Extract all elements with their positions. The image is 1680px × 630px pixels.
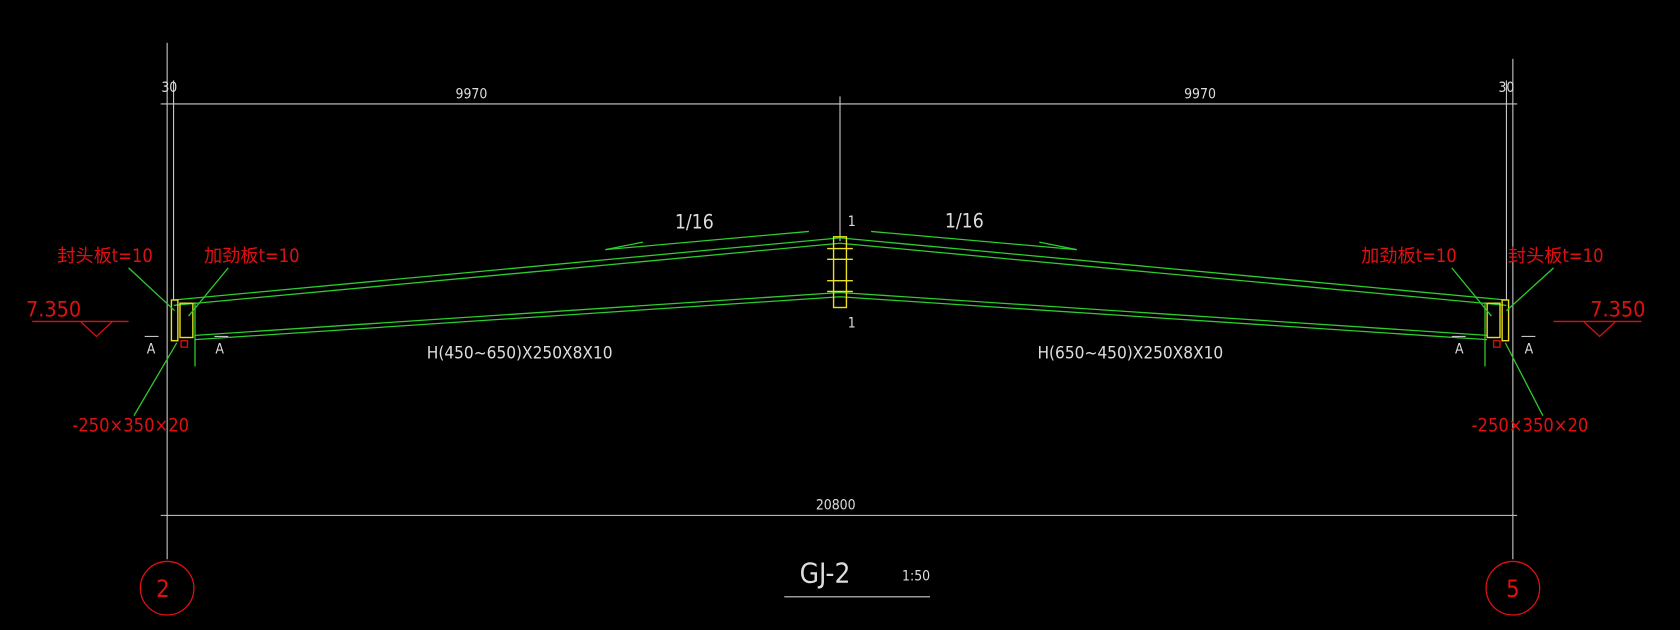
- elevation: 7.350: [26, 298, 81, 323]
- section-mark: A: [215, 341, 224, 357]
- elevation: 7.350: [1590, 298, 1645, 323]
- scale: 1:50: [902, 568, 930, 584]
- dim: 9970: [456, 86, 488, 102]
- member: H(650~450)X250X8X10: [1037, 344, 1223, 364]
- axis-label: 5: [1506, 575, 1519, 603]
- section-mark: A: [1455, 341, 1464, 357]
- dim: 30: [161, 80, 177, 96]
- dim: 9970: [1184, 86, 1216, 102]
- label: 封头板t=10: [1508, 246, 1604, 267]
- title: GJ-2: [800, 556, 851, 589]
- dim: 30: [1498, 80, 1514, 96]
- label: 加劲板t=10: [1361, 246, 1457, 267]
- slope: 1/16: [945, 209, 984, 232]
- slope: 1/16: [675, 210, 714, 233]
- label: 封头板t=10: [57, 246, 153, 267]
- linework: [32, 42, 1642, 616]
- section-mark: A: [1525, 341, 1534, 357]
- member: H(450~650)X250X8X10: [427, 344, 613, 364]
- section-mark: A: [147, 341, 156, 357]
- axis-label: 2: [156, 575, 169, 603]
- label: 加劲板t=10: [204, 246, 300, 267]
- section-mark: 1: [848, 214, 856, 230]
- section-mark: 1: [848, 316, 856, 332]
- dim: 20800: [816, 498, 856, 514]
- label: -250×350×20: [72, 415, 189, 436]
- label: -250×350×20: [1472, 415, 1589, 436]
